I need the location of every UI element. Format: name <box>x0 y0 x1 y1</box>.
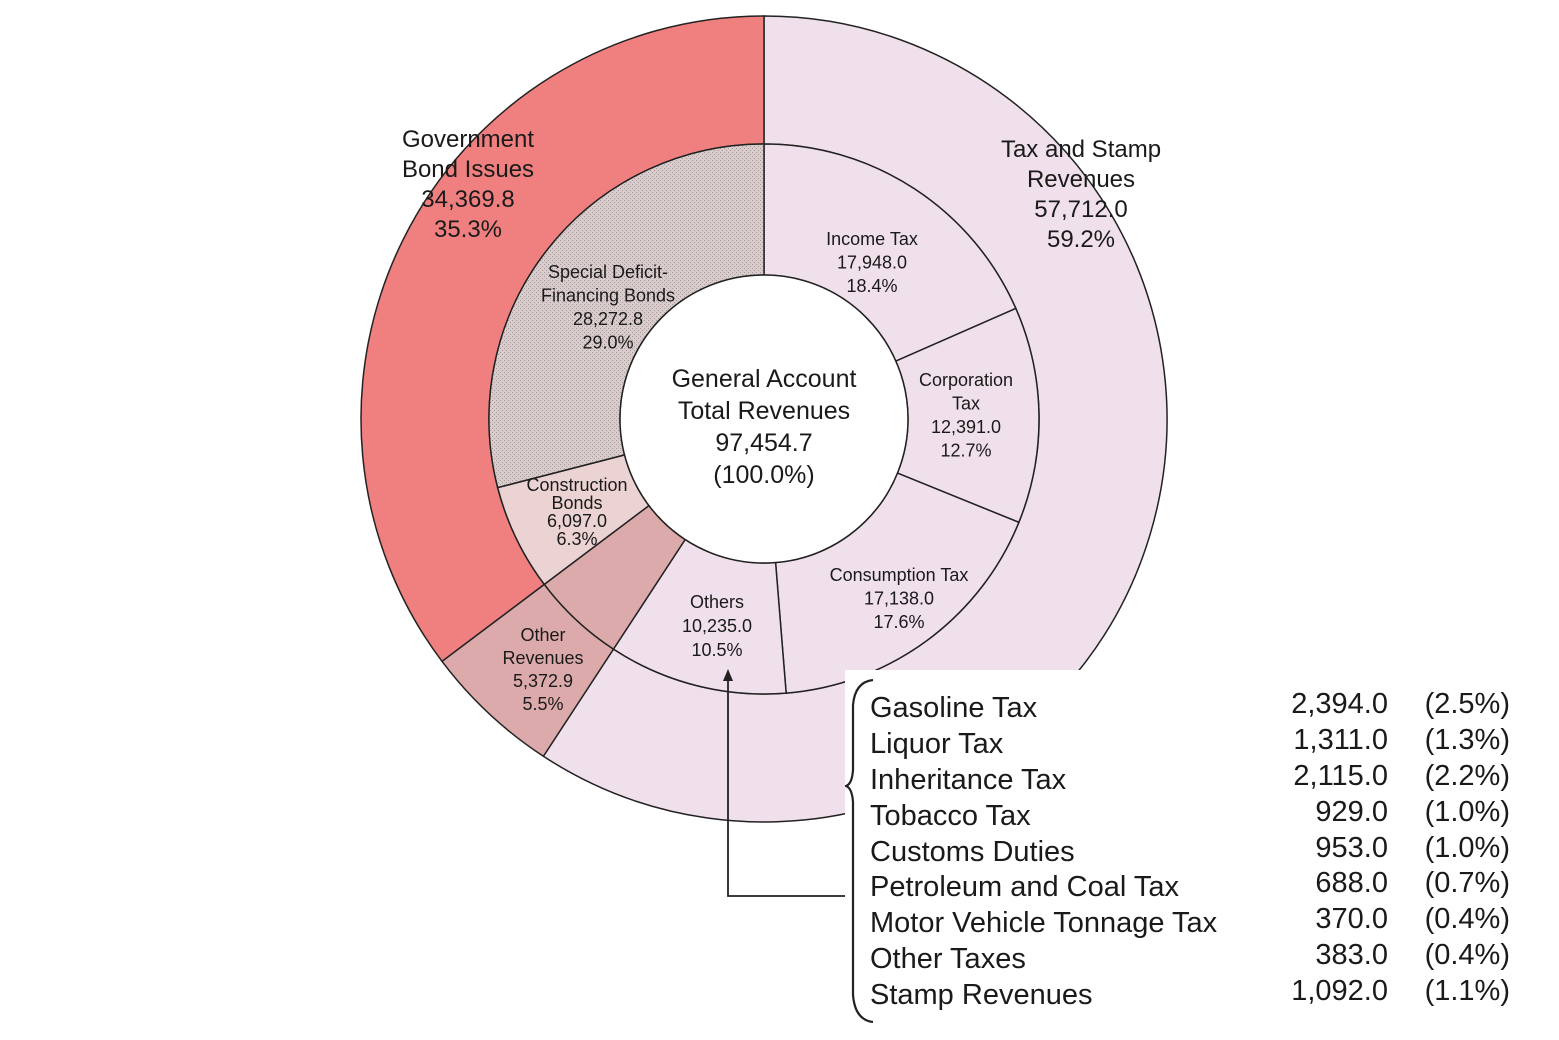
outer-label-government-bond-issues-line-2: Bond Issues <box>402 156 534 183</box>
inner-label-special-deficit-financing-bonds: Special Deficit- Financing Bonds 28,272.8 2… <box>541 262 675 353</box>
center-label-line-2: Total Revenues <box>678 397 850 425</box>
breakdown-value: 688.0 <box>1315 867 1388 900</box>
inner-label-others-10-235-0: Others 10,235.0 10.5% <box>682 592 752 660</box>
breakdown-name: Other Taxes <box>870 943 1026 976</box>
center-hole <box>619 274 909 564</box>
outer-label-other-revenues-line-1: Other <box>520 625 565 645</box>
inner-label-construction-bonds-line-2: Bonds <box>551 493 602 513</box>
breakdown-row-gasoline-tax: Gasoline Tax 2,394.0 (2.5%) <box>870 688 1530 724</box>
breakdown-row-petroleum-and-coal-tax: Petroleum and Coal Tax 688.0 (0.7%) <box>870 867 1530 903</box>
inner-ring-labels: Income Tax 17,948.0 18.4% Corporation Tax 12,… <box>526 229 1013 660</box>
outer-label-other-revenues: Other Revenues 5,372.9 5.5% <box>502 625 583 714</box>
center-label: General Account Total Revenues 97,454.7 (10… <box>672 365 857 489</box>
arrow-head <box>723 669 733 681</box>
inner-label-construction-bonds-line-1: Construction <box>526 475 627 495</box>
inner-label-others-10-235-0-line-2: 10,235.0 <box>682 616 752 636</box>
outer-label-other-revenues-line-3: 5,372.9 <box>513 671 573 691</box>
outer-label-government-bond-issues-line-4: 35.3% <box>434 216 502 243</box>
breakdown-percent: (1.3%) <box>1424 723 1510 756</box>
outer-ring-labels: Tax and Stamp Revenues 57,712.0 59.2% Other R… <box>402 126 1161 714</box>
breakdown-row-stamp-revenues: Stamp Revenues 1,092.0 (1.1%) <box>870 975 1530 1011</box>
inner-label-income-tax-17-948-0: Income Tax 17,948.0 18.4% <box>826 229 918 296</box>
breakdown-name: Stamp Revenues <box>870 979 1093 1012</box>
outer-label-government-bond-issues: Government Bond Issues 34,369.8 35.3% <box>402 126 534 243</box>
inner-label-corporation-tax-line-2: Tax <box>952 394 980 414</box>
bracket <box>845 678 874 1024</box>
breakdown-name: Inheritance Tax <box>870 763 1067 796</box>
outer-label-tax-and-stamp-revenues-line-1: Tax and Stamp <box>1001 136 1161 163</box>
breakdown-value: 1,311.0 <box>1293 723 1388 756</box>
inner-label-consumption-tax-17-138-0-line-2: 17,138.0 <box>864 589 934 609</box>
others-breakdown-list: Gasoline Tax 2,394.0 (2.5%) Liquor Tax 1,311… <box>870 688 1530 1011</box>
inner-label-income-tax-17-948-0-line-3: 18.4% <box>846 276 897 296</box>
outer-label-government-bond-issues-line-1: Government <box>402 126 534 153</box>
breakdown-name: Petroleum and Coal Tax <box>870 871 1179 904</box>
inner-label-others-10-235-0-line-3: 10.5% <box>691 640 742 660</box>
breakdown-value: 2,394.0 <box>1291 688 1388 720</box>
inner-label-consumption-tax-17-138-0: Consumption Tax 17,138.0 17.6% <box>830 565 969 632</box>
breakdown-name: Motor Vehicle Tonnage Tax <box>870 907 1218 940</box>
breakdown-value: 1,092.0 <box>1291 975 1388 1008</box>
breakdown-row-tobacco-tax: Tobacco Tax 929.0 (1.0%) <box>870 796 1530 832</box>
breakdown-row-motor-vehicle-tonnage-tax: Motor Vehicle Tonnage Tax 370.0 (0.4%) <box>870 903 1530 939</box>
outer-label-other-revenues-line-4: 5.5% <box>522 694 563 714</box>
breakdown-percent: (0.4%) <box>1424 939 1510 972</box>
center-label-line-1: General Account <box>672 365 857 393</box>
others-callout-arrow <box>727 676 848 897</box>
inner-label-special-deficit-financing-bonds-line-2: Financing Bonds <box>541 286 675 306</box>
breakdown-percent: (1.1%) <box>1424 975 1510 1008</box>
breakdown-percent: (1.0%) <box>1424 831 1510 864</box>
others-breakdown-panel <box>845 670 1559 1040</box>
breakdown-value: 929.0 <box>1315 795 1388 828</box>
breakdown-value: 2,115.0 <box>1293 759 1388 792</box>
inner-label-consumption-tax-17-138-0-line-3: 17.6% <box>873 612 924 632</box>
inner-label-corporation-tax: Corporation Tax 12,391.0 12.7% <box>919 370 1013 461</box>
inner-label-special-deficit-financing-bonds-line-4: 29.0% <box>582 333 633 353</box>
inner-label-income-tax-17-948-0-line-2: 17,948.0 <box>837 253 907 273</box>
inner-label-construction-bonds-line-3: 6,097.0 <box>547 511 607 531</box>
breakdown-value: 370.0 <box>1315 903 1388 936</box>
breakdown-percent: (0.4%) <box>1424 903 1510 936</box>
outer-label-tax-and-stamp-revenues: Tax and Stamp Revenues 57,712.0 59.2% <box>1001 136 1161 253</box>
center-label-line-4: (100.0%) <box>713 461 814 489</box>
breakdown-row-other-taxes: Other Taxes 383.0 (0.4%) <box>870 939 1530 975</box>
breakdown-name: Liquor Tax <box>870 727 1004 760</box>
breakdown-row-liquor-tax: Liquor Tax 1,311.0 (1.3%) <box>870 724 1530 760</box>
outer-label-other-revenues-line-2: Revenues <box>502 648 583 668</box>
inner-label-corporation-tax-line-3: 12,391.0 <box>931 417 1001 437</box>
inner-ring <box>488 143 1040 695</box>
outer-label-tax-and-stamp-revenues-line-2: Revenues <box>1027 166 1135 193</box>
inner-label-construction-bonds-line-4: 6.3% <box>556 529 597 549</box>
inner-label-income-tax-17-948-0-line-1: Income Tax <box>826 229 918 249</box>
breakdown-name: Tobacco Tax <box>870 799 1031 832</box>
breakdown-percent: (2.2%) <box>1424 759 1510 792</box>
inner-label-corporation-tax-line-1: Corporation <box>919 370 1013 390</box>
breakdown-name: Gasoline Tax <box>870 692 1038 724</box>
breakdown-percent: (1.0%) <box>1424 795 1510 828</box>
breakdown-row-customs-duties: Customs Duties 953.0 (1.0%) <box>870 832 1530 868</box>
outer-label-tax-and-stamp-revenues-line-3: 57,712.0 <box>1034 196 1127 223</box>
breakdown-value: 953.0 <box>1315 831 1388 864</box>
center-label: General Account Total Revenues 97,454.7 (10… <box>672 365 857 489</box>
inner-label-corporation-tax-line-4: 12.7% <box>940 441 991 461</box>
inner-label-special-deficit-financing-bonds-line-3: 28,272.8 <box>573 309 643 329</box>
outer-label-government-bond-issues-line-3: 34,369.8 <box>421 186 514 213</box>
inner-label-others-10-235-0-line-1: Others <box>690 592 744 612</box>
breakdown-percent: (2.5%) <box>1424 688 1510 720</box>
outer-label-tax-and-stamp-revenues-line-4: 59.2% <box>1047 226 1115 253</box>
inner-label-special-deficit-financing-bonds-line-1: Special Deficit- <box>548 262 668 282</box>
breakdown-value: 383.0 <box>1315 939 1388 972</box>
inner-label-consumption-tax-17-138-0-line-1: Consumption Tax <box>830 565 969 585</box>
breakdown-row-inheritance-tax: Inheritance Tax 2,115.0 (2.2%) <box>870 760 1530 796</box>
breakdown-name: Customs Duties <box>870 835 1075 868</box>
center-label-line-3: 97,454.7 <box>715 429 812 457</box>
breakdown-percent: (0.7%) <box>1424 867 1510 900</box>
